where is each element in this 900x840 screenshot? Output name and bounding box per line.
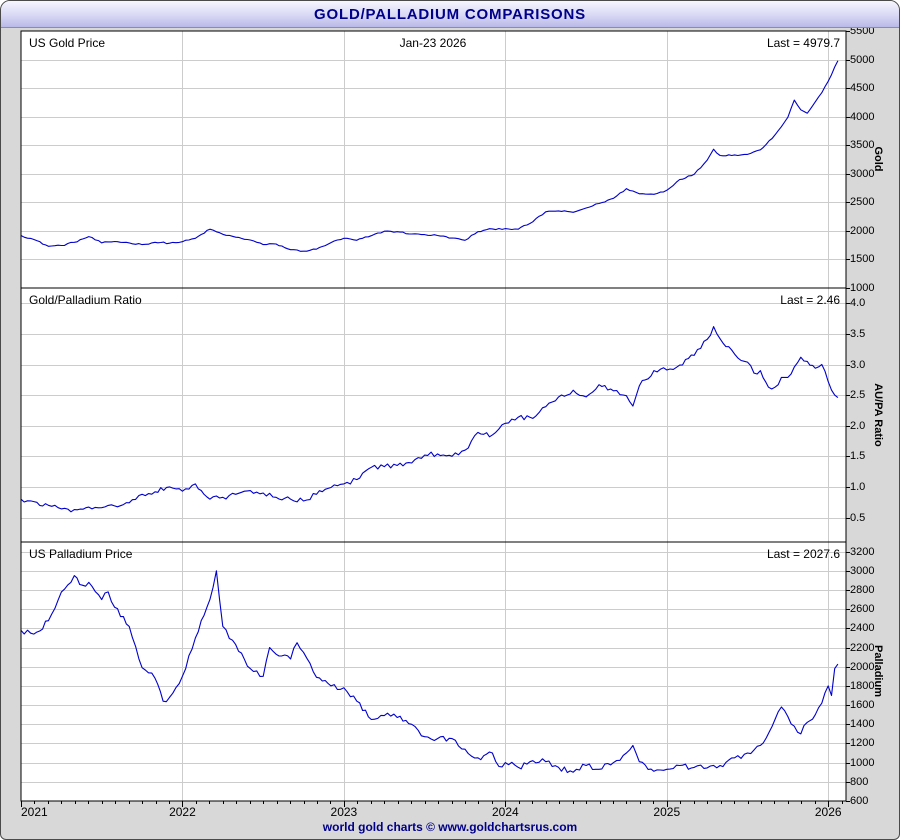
y-tick-label: 800 bbox=[850, 775, 869, 788]
x-tick-label: 2026 bbox=[814, 805, 842, 819]
y-tick-label: 3.0 bbox=[850, 358, 866, 371]
y-tick-label: 3500 bbox=[850, 139, 875, 152]
ratio-last-label: Last = 2.46 bbox=[780, 293, 840, 307]
palladium-last-label: Last = 2027.6 bbox=[766, 547, 840, 561]
y-tick-label: 1800 bbox=[850, 679, 875, 692]
y-tick-label: 2500 bbox=[850, 196, 875, 209]
x-tick-label: 2021 bbox=[21, 805, 48, 819]
y-tick-label: 600 bbox=[850, 795, 869, 807]
x-tick-label: 2023 bbox=[330, 805, 358, 819]
y-tick-label: 2400 bbox=[850, 622, 875, 635]
y-tick-label: 2.5 bbox=[850, 389, 866, 402]
ratio-panel-title: Gold/Palladium Ratio bbox=[29, 293, 142, 307]
y-tick-label: 1.0 bbox=[850, 480, 866, 493]
y-tick-label: 2200 bbox=[850, 641, 875, 654]
y-tick-label: 3200 bbox=[850, 545, 875, 558]
palladium-axis-title: Palladium bbox=[872, 645, 884, 697]
y-tick-label: 4000 bbox=[850, 110, 875, 123]
palladium-panel-title: US Palladium Price bbox=[29, 547, 133, 561]
y-tick-label: 2.0 bbox=[850, 419, 866, 432]
chart-date-label: Jan-23 2026 bbox=[399, 36, 467, 50]
y-tick-label: 1600 bbox=[850, 699, 875, 712]
ratio-axis-title: AU/PA Ratio bbox=[872, 383, 884, 447]
y-tick-label: 4500 bbox=[850, 82, 875, 95]
y-tick-label: 5000 bbox=[850, 53, 875, 66]
gold-axis-title: Gold bbox=[872, 146, 884, 172]
footer-credit: world gold charts © www.goldchartsrus.co… bbox=[322, 820, 578, 834]
gold-last-label: Last = 4979.7 bbox=[766, 36, 840, 50]
y-tick-label: 2000 bbox=[850, 660, 875, 673]
gold-panel-title: US Gold Price bbox=[29, 36, 106, 50]
y-tick-label: 2600 bbox=[850, 603, 875, 616]
y-tick-label: 2000 bbox=[850, 224, 875, 237]
y-tick-label: 0.5 bbox=[850, 511, 866, 524]
y-tick-label: 1.5 bbox=[850, 450, 866, 463]
x-tick-label: 2024 bbox=[491, 805, 519, 819]
chart-title-bar: GOLD/PALLADIUM COMPARISONS bbox=[1, 1, 899, 28]
chart-title: GOLD/PALLADIUM COMPARISONS bbox=[314, 5, 586, 23]
y-tick-label: 1200 bbox=[850, 737, 875, 750]
y-tick-label: 3000 bbox=[850, 564, 875, 577]
y-tick-label: 4.0 bbox=[850, 297, 866, 310]
x-tick-label: 2022 bbox=[169, 805, 196, 819]
y-tick-label: 3000 bbox=[850, 167, 875, 180]
y-tick-label: 1500 bbox=[850, 253, 875, 266]
x-tick-label: 2025 bbox=[653, 805, 681, 819]
y-tick-label: 3.5 bbox=[850, 327, 866, 340]
y-tick-label: 1400 bbox=[850, 718, 875, 731]
y-tick-label: 1000 bbox=[850, 756, 875, 769]
y-tick-label: 1000 bbox=[850, 282, 875, 294]
y-tick-label: 2800 bbox=[850, 583, 875, 596]
